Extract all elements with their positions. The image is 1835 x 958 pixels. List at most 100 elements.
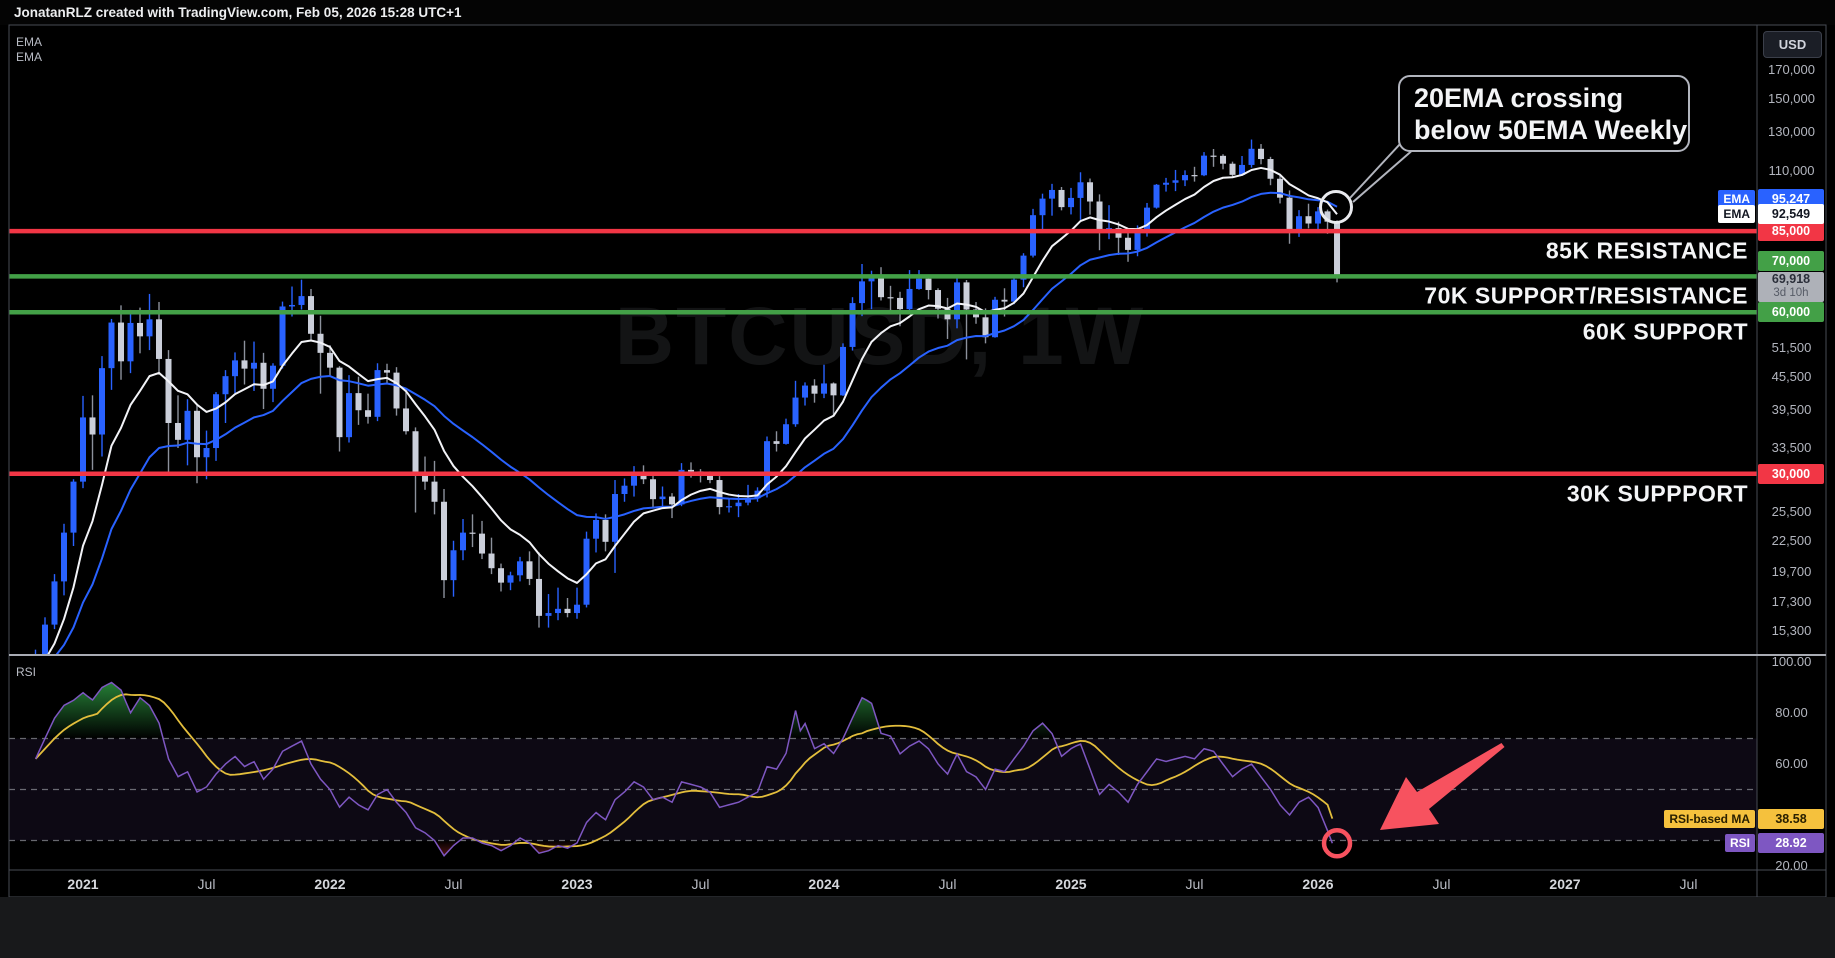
bottom-strip: TradingView [0, 897, 1835, 958]
candle-body [355, 393, 362, 411]
candle-body [1286, 197, 1293, 233]
candle-body [99, 368, 106, 435]
candle-body [222, 376, 229, 395]
candle-body [678, 469, 685, 505]
candle-body [251, 362, 258, 369]
candle-body [441, 501, 448, 581]
candle-body [365, 410, 372, 417]
candle-body [1058, 189, 1065, 208]
candle-body [688, 469, 695, 472]
candle-body [830, 383, 837, 396]
candle-body [1334, 221, 1341, 277]
candle-body [640, 473, 647, 480]
ema20-value-badge: 92,549 [1758, 204, 1824, 225]
candle-body [1163, 182, 1170, 185]
candle-body [716, 480, 723, 508]
candle-body [764, 441, 771, 491]
current-price-value: 69,918 [1771, 271, 1811, 286]
candle-body [802, 385, 809, 398]
level-badge-60,000: 60,000 [1758, 302, 1824, 323]
candle-body [1305, 216, 1312, 224]
candle-body [165, 358, 172, 423]
candle-body [707, 474, 714, 481]
time-label-2021: 2021 [67, 876, 99, 892]
current-price-badge: 69,918 3d 10h [1758, 271, 1824, 302]
indicator-label-ema-50[interactable]: EMA [16, 50, 43, 64]
candle-body [232, 360, 239, 377]
candle-body [906, 288, 913, 310]
time-label-Jul: Jul [1679, 876, 1698, 892]
candle-body [536, 578, 543, 616]
candle-body [336, 367, 343, 438]
ema20-tag: EMA [1718, 205, 1755, 224]
level-badge-70,000: 70,000 [1758, 251, 1824, 272]
time-label-Jul: Jul [1432, 876, 1451, 892]
candle-body [564, 608, 571, 614]
callout-tail [1352, 150, 1412, 203]
price-tick-45,500: 45,500 [1771, 368, 1812, 384]
rsi-line [34, 681, 1334, 857]
level-annotation[interactable]: 70K SUPPORT/RESISTANCE [1424, 282, 1748, 309]
rsi-overbought-fill [44, 682, 164, 739]
indicator-label-ema-20[interactable]: EMA [16, 35, 43, 49]
candle-body [308, 296, 315, 334]
candle-body [137, 322, 144, 337]
time-label-2023: 2023 [561, 876, 593, 892]
candle-body [1020, 255, 1027, 280]
candle-body [1324, 211, 1331, 222]
callout-note-ema-cross[interactable]: 20EMA crossing below 50EMA Weekly [1398, 75, 1690, 152]
candle-body [118, 322, 125, 362]
candle-body [403, 408, 410, 432]
time-label-Jul: Jul [1185, 876, 1204, 892]
candle-body [412, 431, 419, 473]
candle-body [80, 417, 87, 482]
candle-body [61, 532, 68, 582]
price-tick-15,300: 15,300 [1771, 622, 1812, 638]
current-price-countdown: 3d 10h [1773, 286, 1809, 299]
rsi-tick-100.00: 100.00 [1771, 654, 1812, 669]
candle-body [659, 496, 666, 500]
candle-body [156, 319, 163, 359]
candle-body [184, 410, 191, 440]
rsi-value-badge: 28.92 [1758, 833, 1824, 854]
rsi-tick-20.00: 20.00 [1775, 858, 1808, 873]
level-annotation[interactable]: 85K RESISTANCE [1545, 237, 1748, 264]
candle-body [517, 561, 524, 576]
rsi-tick-80.00: 80.00 [1775, 705, 1808, 720]
rsi-low-circle[interactable] [1321, 828, 1353, 859]
candle-body [1210, 155, 1217, 157]
candle-body [545, 613, 552, 616]
candle-body [1125, 237, 1132, 250]
ema50-value-badge: 95,247 [1758, 188, 1824, 209]
level-annotation[interactable]: 60K SUPPORT [1582, 318, 1748, 345]
price-tick-17,300: 17,300 [1771, 593, 1812, 609]
currency-toggle-button[interactable]: USD [1763, 31, 1822, 58]
rsi-ma-tag: RSI-based MA [1664, 809, 1755, 828]
time-label-Jul: Jul [197, 876, 216, 892]
ema-cross-circle[interactable] [1319, 190, 1353, 224]
price-tick-25,500: 25,500 [1771, 503, 1812, 519]
candle-body [270, 365, 277, 389]
candle-body [289, 304, 296, 307]
price-tick-33,500: 33,500 [1771, 440, 1812, 456]
indicator-label-rsi[interactable]: RSI [16, 665, 37, 679]
price-tick-22,500: 22,500 [1771, 532, 1812, 548]
candle-body [982, 317, 989, 338]
candle-body [887, 297, 894, 299]
rsi-overbought-fill [842, 697, 892, 739]
candle-body [431, 481, 438, 502]
candle-body [213, 394, 220, 449]
attribution-bar: JonatanRLZ created with TradingView.com,… [0, 0, 1835, 25]
candle-body [346, 393, 353, 438]
candle-body [241, 360, 248, 369]
ema50-tag: EMA [1718, 189, 1755, 208]
level-badge-85,000: 85,000 [1758, 221, 1824, 242]
candle-body [1258, 148, 1265, 160]
candle-body [1201, 155, 1208, 176]
candle-body [669, 496, 676, 505]
arrow-annotation[interactable] [1380, 743, 1505, 830]
level-annotation[interactable]: 30K SUPPPORT [1566, 480, 1748, 507]
time-label-Jul: Jul [444, 876, 463, 892]
candle-body [745, 498, 752, 503]
